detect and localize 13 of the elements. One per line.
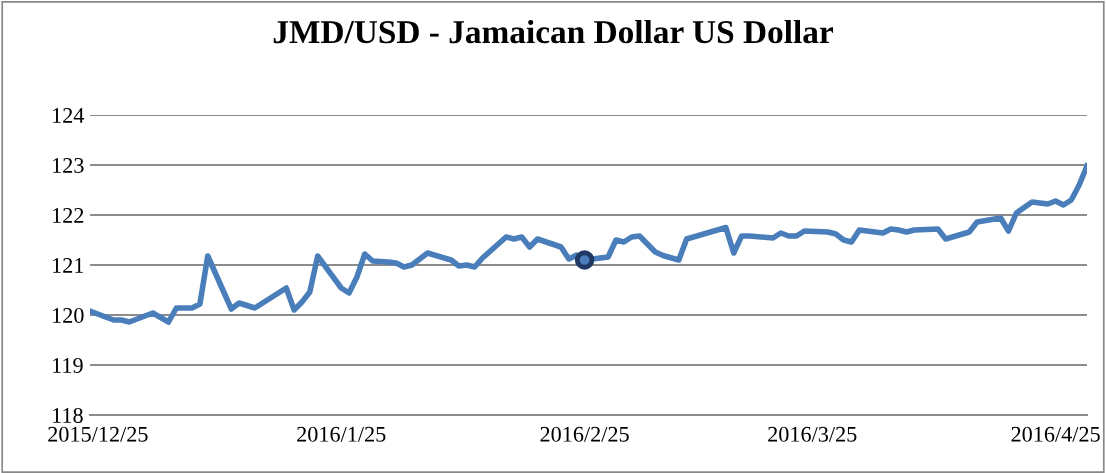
x-tick-label: 2016/2/25	[540, 426, 629, 442]
y-tick-label: 119	[53, 357, 83, 373]
x-tick-label: 2016/3/25	[768, 426, 857, 442]
y-tick-label: 118	[53, 407, 83, 423]
x-tick-label: 2016/1/25	[297, 426, 386, 442]
y-tick-label: 120	[53, 307, 84, 323]
x-tick-label: 2016/4/25	[1011, 426, 1100, 442]
chart-title: JMD/USD - Jamaican Dollar US Dollar	[273, 19, 833, 44]
x-tick-label: 2015/12/25	[48, 426, 148, 442]
y-tick-label: 121	[53, 257, 84, 273]
y-tick-label: 122	[53, 207, 84, 223]
y-tick-label: 124	[53, 107, 85, 123]
y-tick-label: 123	[53, 157, 84, 173]
